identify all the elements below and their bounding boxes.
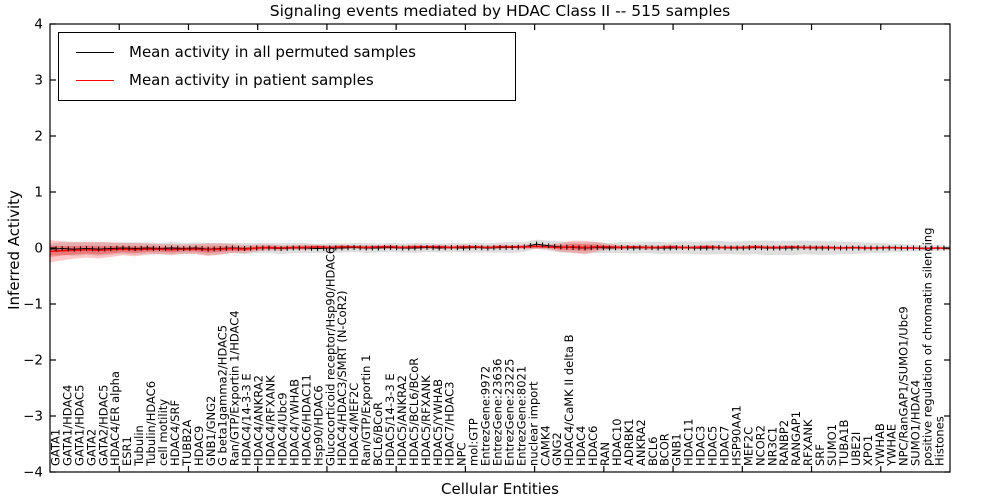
legend-line-patient-icon xyxy=(76,79,114,81)
x-category-label: GATA1/HDAC4 xyxy=(60,385,74,466)
x-category-label: HDAC4/CaMK II delta B xyxy=(562,334,576,466)
x-category-label: ESR1 xyxy=(120,436,134,466)
x-category-label: YWHAB xyxy=(873,423,887,467)
x-category-label: HDAC6/HDAC11 xyxy=(299,374,313,466)
x-category-label: SUMO1 xyxy=(825,424,839,466)
x-category-label: mol:GTP xyxy=(467,418,481,466)
x-axis-label: Cellular Entities xyxy=(441,480,559,498)
chart-title: Signaling events mediated by HDAC Class … xyxy=(269,2,731,20)
x-category-label: RANGAP1 xyxy=(789,411,803,466)
x-category-label: SRF xyxy=(813,444,827,466)
x-category-label: HDAC4/SRF xyxy=(168,400,182,466)
legend-label-patient: Mean activity in patient samples xyxy=(129,71,374,89)
x-category-label: HDAC4/RFXANK xyxy=(264,375,278,466)
x-category-label: HDAC5/14-3-3 E xyxy=(383,373,397,466)
x-category-label: ANKRA2 xyxy=(634,419,648,466)
legend-line-permuted-icon xyxy=(76,51,114,53)
x-category-label: G beta1gamma2/HDAC5 xyxy=(216,325,230,466)
x-category-label: CAMK4 xyxy=(538,425,552,466)
y-tick-label: −3 xyxy=(23,409,43,425)
x-category-label: Hsp90/HDAC6 xyxy=(311,385,325,466)
legend: Mean activity in all permuted samples Me… xyxy=(58,32,516,101)
x-category-label: HDAC11 xyxy=(682,418,696,466)
x-category-label: TUBB2A xyxy=(180,419,194,467)
y-tick-label: 2 xyxy=(34,129,43,145)
x-category-label: GNB1 xyxy=(670,433,684,466)
x-category-label: GATA1/HDAC5 xyxy=(72,385,86,466)
x-category-label: HDAC5/RFXANK xyxy=(419,375,433,466)
x-category-label: HDAC5/YWHAB xyxy=(431,379,445,466)
x-category-label: HDAC3 xyxy=(694,426,708,466)
x-category-label: Histones xyxy=(933,416,947,466)
y-tick-label: −1 xyxy=(23,297,43,313)
x-category-label: HDAC9 xyxy=(192,426,206,466)
x-category-label: positive regulation of chromatin silenci… xyxy=(921,228,935,466)
x-category-label: HDAC4/MEF2C xyxy=(347,383,361,466)
x-category-label: TUBA1B xyxy=(837,419,851,467)
x-category-label: Ran/GTP/Exportin 1 xyxy=(359,355,373,466)
x-category-label: cell motility xyxy=(156,399,170,466)
x-category-label: GATA1 xyxy=(49,429,63,466)
x-category-label: RANBP2 xyxy=(777,420,791,466)
x-category-label: Tubulin xyxy=(132,425,146,467)
x-category-label: NPC xyxy=(455,442,469,466)
x-category-label: GNG2 xyxy=(550,432,564,466)
x-category-label: RAN xyxy=(598,442,612,466)
x-category-label: RFXANK xyxy=(801,419,815,466)
y-tick-label: 4 xyxy=(34,17,43,33)
x-category-label: GATA2/HDAC5 xyxy=(96,385,110,466)
x-category-label: GNB1/GNG2 xyxy=(204,396,218,466)
x-category-label: HDAC4/ANKRA2 xyxy=(252,375,266,466)
x-category-label: BCL6 xyxy=(646,437,660,466)
x-category-label: HDAC4/HDAC3/SMRT (N-CoR2) xyxy=(335,290,349,466)
x-category-label: NCOR2 xyxy=(753,425,767,466)
x-category-label: HDAC4/ER alpha xyxy=(108,371,122,466)
x-category-label: NR3C1 xyxy=(765,427,779,466)
x-category-label: ADRBK1 xyxy=(622,419,636,466)
x-category-label: HDAC4/14-3-3 E xyxy=(240,373,254,466)
x-category-label: HDAC4/YWHAB xyxy=(287,379,301,466)
x-category-label: EntrezGene:9972 xyxy=(479,366,493,466)
x-category-label: BCL6/BCoR xyxy=(371,402,385,466)
x-category-label: EntrezGene:23636 xyxy=(491,359,505,466)
x-category-label: EntrezGene:8021 xyxy=(514,366,528,466)
x-category-label: HDAC4/Ubc9 xyxy=(275,392,289,466)
x-category-label: HDAC10 xyxy=(610,418,624,466)
y-tick-label: −4 xyxy=(23,465,43,481)
x-category-label: nuclear import xyxy=(526,381,540,466)
x-category-label: UBE2I xyxy=(849,432,863,466)
y-tick-label: 3 xyxy=(34,73,43,89)
x-category-label: HDAC5 xyxy=(706,426,720,466)
y-tick-label: −2 xyxy=(23,353,43,369)
legend-item: Mean activity in patient samples xyxy=(59,66,515,94)
legend-label-permuted: Mean activity in all permuted samples xyxy=(129,43,416,61)
x-category-label: Ran/GTP/Exportin 1/HDAC4 xyxy=(228,310,242,466)
x-category-label: HDAC5/ANKRA2 xyxy=(395,375,409,466)
y-tick-label: 0 xyxy=(34,241,43,257)
y-tick-label: 1 xyxy=(34,185,43,201)
x-category-label: GATA2 xyxy=(84,429,98,466)
x-category-label: HDAC7/HDAC3 xyxy=(443,382,457,466)
x-category-label: HDAC4 xyxy=(574,426,588,466)
x-category-label: EntrezGene:23225 xyxy=(502,359,516,466)
x-category-label: Glucocorticoid receptor/Hsp90/HDAC6 xyxy=(323,247,337,466)
x-category-label: Tubulin/HDAC6 xyxy=(144,381,158,467)
x-category-label: HDAC7 xyxy=(717,426,731,466)
x-category-label: HSP90AA1 xyxy=(729,405,743,466)
x-category-label: NPC/RanGAP1/SUMO1/Ubc9 xyxy=(897,306,911,466)
legend-item: Mean activity in all permuted samples xyxy=(59,38,515,66)
x-category-label: SUMO1/HDAC4 xyxy=(909,380,923,466)
x-category-label: XPO1 xyxy=(861,435,875,466)
x-category-label: HDAC5/BCL6/BCoR xyxy=(407,358,421,466)
x-category-label: HDAC6 xyxy=(586,426,600,466)
x-category-label: MEF2C xyxy=(741,427,755,466)
x-category-label: YWHAE xyxy=(885,424,899,467)
x-category-label: BCOR xyxy=(658,433,672,466)
